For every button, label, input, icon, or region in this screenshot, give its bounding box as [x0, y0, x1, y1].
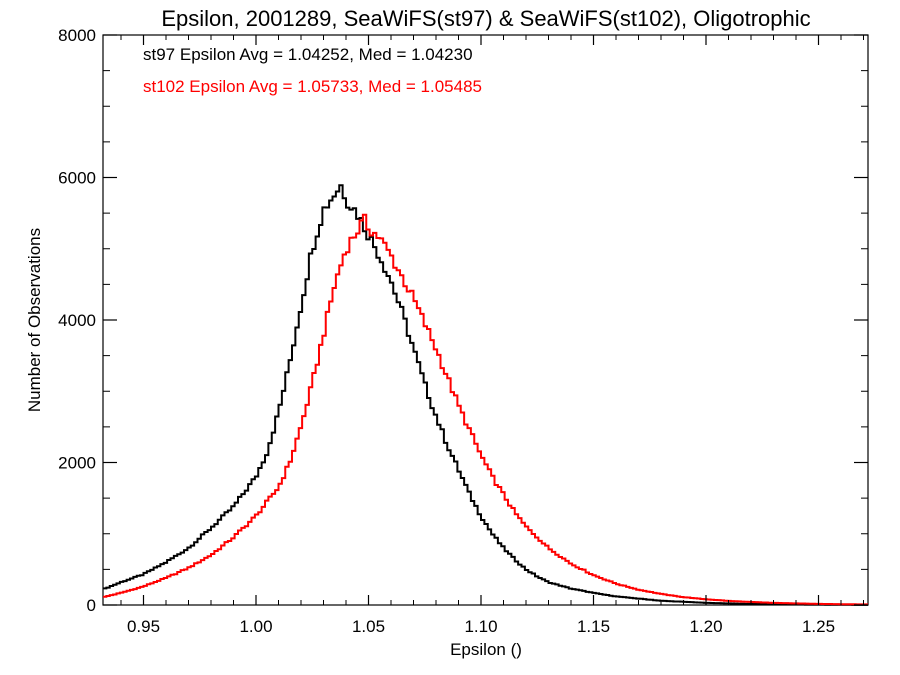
y-axis-title: Number of Observations — [25, 228, 44, 412]
y-tick-label: 8000 — [58, 26, 96, 45]
y-tick-label: 2000 — [58, 454, 96, 473]
x-axis-title: Epsilon () — [450, 640, 522, 659]
y-tick-label: 0 — [87, 596, 96, 615]
series-line-0 — [103, 184, 868, 606]
annotation-st102: st102 Epsilon Avg = 1.05733, Med = 1.054… — [143, 77, 482, 96]
x-tick-label: 1.10 — [464, 617, 497, 636]
ticks-layer: 0.95 1.00 1.05 1.10 1.15 1.20 1.25 0 2000 4000 600… — [58, 26, 868, 636]
series-line-1 — [103, 213, 868, 606]
x-tick-label: 0.95 — [127, 617, 160, 636]
x-tick-label: 1.15 — [577, 617, 610, 636]
y-tick-label: 6000 — [58, 169, 96, 188]
chart-title: Epsilon, 2001289, SeaWiFS(st97) & SeaWiF… — [161, 6, 810, 31]
y-tick-label: 4000 — [58, 311, 96, 330]
x-tick-label: 1.00 — [239, 617, 272, 636]
x-tick-label: 1.20 — [689, 617, 722, 636]
x-tick-label: 1.25 — [802, 617, 835, 636]
x-tick-label: 1.05 — [352, 617, 385, 636]
annotation-st97: st97 Epsilon Avg = 1.04252, Med = 1.0423… — [143, 45, 473, 64]
series-layer — [103, 184, 868, 606]
